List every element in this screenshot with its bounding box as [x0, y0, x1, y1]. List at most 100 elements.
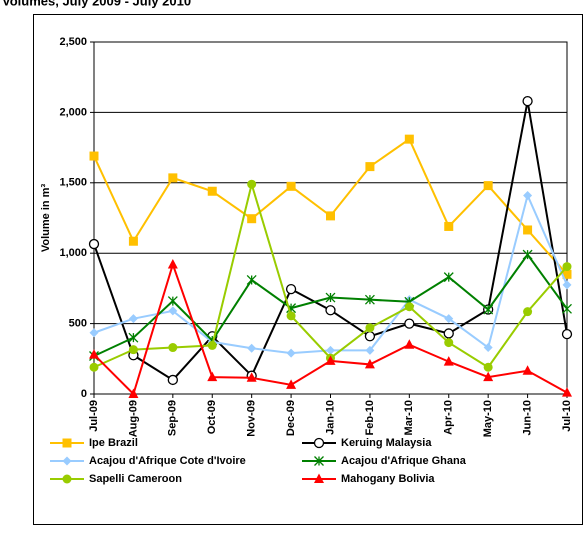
x-tick-label: Mar-10	[403, 400, 415, 435]
marker	[89, 328, 99, 338]
marker	[523, 307, 533, 317]
marker	[89, 151, 99, 161]
marker	[246, 274, 257, 285]
marker	[404, 339, 415, 349]
marker	[522, 249, 533, 260]
marker	[128, 314, 138, 324]
marker	[444, 221, 454, 231]
marker	[207, 340, 217, 350]
marker	[523, 225, 533, 235]
x-tick-label: Jul-09	[88, 400, 100, 432]
marker	[313, 437, 325, 449]
marker	[483, 362, 493, 372]
marker	[443, 356, 454, 366]
marker	[443, 272, 454, 283]
marker	[483, 343, 493, 353]
marker	[325, 292, 336, 303]
marker	[285, 283, 297, 295]
y-tick-label: 500	[69, 318, 87, 330]
marker	[62, 456, 72, 466]
y-tick-label: 1,500	[59, 177, 87, 189]
marker	[444, 314, 454, 324]
marker	[443, 328, 454, 339]
y-axis-label: Volume in m³	[40, 184, 52, 253]
marker	[88, 238, 100, 250]
legend-label: Mahogany Bolivia	[341, 473, 435, 485]
marker	[168, 173, 178, 183]
marker	[523, 190, 533, 200]
marker	[364, 358, 375, 369]
legend-label: Acajou d'Afrique Ghana	[341, 455, 467, 467]
marker	[522, 95, 533, 107]
y-tick-label: 2,500	[59, 36, 87, 48]
marker	[62, 474, 72, 484]
marker	[128, 236, 138, 246]
marker	[483, 371, 494, 382]
x-tick-label: Nov-09	[246, 400, 258, 437]
marker	[325, 355, 336, 365]
marker	[168, 343, 178, 353]
y-tick-label: 2,000	[59, 106, 87, 118]
marker	[246, 372, 257, 382]
marker	[365, 162, 375, 172]
legend-label: Acajou d'Afrique Cote d'Ivoire	[89, 455, 246, 467]
marker	[562, 280, 572, 290]
x-tick-label: Apr-10	[443, 400, 455, 435]
x-tick-label: Feb-10	[364, 400, 376, 435]
marker	[326, 345, 335, 355]
x-tick-label: May-10	[482, 400, 494, 437]
chart-title: Volumes, July 2009 - July 2010	[2, 0, 191, 8]
y-tick-label: 1,000	[59, 247, 87, 259]
marker	[326, 211, 335, 221]
marker	[89, 362, 99, 372]
marker	[247, 343, 257, 353]
marker	[167, 258, 178, 269]
chart-frame	[33, 14, 583, 525]
x-tick-label: Jan-10	[324, 400, 336, 435]
marker	[561, 329, 573, 340]
marker	[562, 269, 572, 279]
marker	[286, 181, 296, 191]
marker	[168, 306, 178, 316]
x-tick-label: Jul-10	[561, 400, 573, 432]
marker	[364, 294, 375, 305]
marker	[167, 296, 178, 307]
marker	[286, 379, 297, 389]
marker	[314, 456, 324, 466]
x-tick-label: Sep-09	[167, 400, 179, 436]
legend-label: Ipe Brazil	[89, 437, 138, 449]
legend-label: Keruing Malaysia	[341, 437, 432, 449]
marker	[562, 387, 572, 397]
marker	[89, 349, 99, 359]
marker	[286, 311, 296, 321]
legend-label: Sapelli Cameroon	[89, 473, 182, 485]
marker	[364, 331, 376, 342]
marker	[247, 179, 257, 189]
marker	[286, 348, 296, 358]
marker	[314, 473, 324, 483]
marker	[325, 305, 336, 316]
marker	[562, 303, 572, 314]
marker	[444, 338, 454, 348]
marker	[62, 438, 72, 448]
marker	[522, 365, 533, 375]
marker	[167, 374, 178, 386]
marker	[404, 318, 415, 329]
y-tick-label: 0	[81, 388, 87, 400]
marker	[207, 186, 217, 196]
marker	[483, 304, 494, 315]
marker	[247, 214, 257, 224]
marker	[562, 262, 572, 272]
x-tick-label: Oct-09	[206, 400, 218, 434]
x-tick-label: Aug-09	[127, 400, 139, 437]
marker	[207, 371, 218, 382]
marker	[404, 302, 414, 312]
marker	[128, 388, 139, 398]
marker	[404, 134, 414, 144]
marker	[128, 345, 138, 355]
marker	[483, 181, 493, 191]
x-tick-label: Dec-09	[285, 400, 297, 436]
marker	[365, 345, 375, 355]
